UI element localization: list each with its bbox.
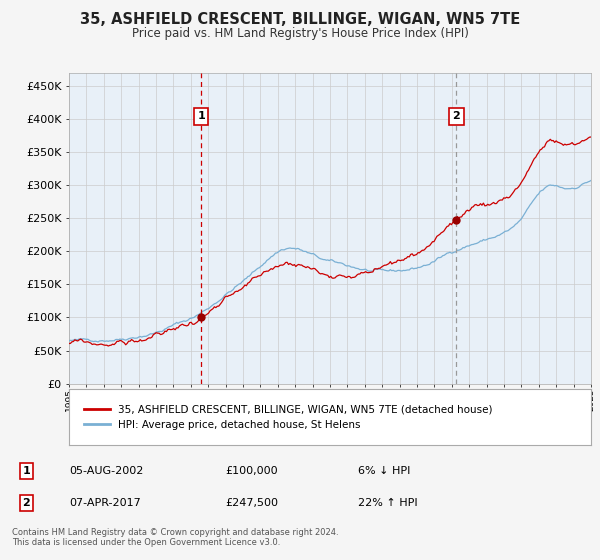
Text: 6% ↓ HPI: 6% ↓ HPI	[358, 466, 410, 476]
Text: 05-AUG-2002: 05-AUG-2002	[70, 466, 144, 476]
Text: 1: 1	[23, 466, 30, 476]
Text: 2: 2	[23, 498, 30, 508]
Text: Price paid vs. HM Land Registry's House Price Index (HPI): Price paid vs. HM Land Registry's House …	[131, 27, 469, 40]
Text: 07-APR-2017: 07-APR-2017	[70, 498, 142, 508]
Text: 22% ↑ HPI: 22% ↑ HPI	[358, 498, 417, 508]
Legend: 35, ASHFIELD CRESCENT, BILLINGE, WIGAN, WN5 7TE (detached house), HPI: Average p: 35, ASHFIELD CRESCENT, BILLINGE, WIGAN, …	[79, 400, 497, 434]
Text: £247,500: £247,500	[225, 498, 278, 508]
Text: £100,000: £100,000	[225, 466, 278, 476]
Text: 2: 2	[452, 111, 460, 122]
Text: Contains HM Land Registry data © Crown copyright and database right 2024.
This d: Contains HM Land Registry data © Crown c…	[12, 528, 338, 547]
Text: 35, ASHFIELD CRESCENT, BILLINGE, WIGAN, WN5 7TE: 35, ASHFIELD CRESCENT, BILLINGE, WIGAN, …	[80, 12, 520, 27]
Text: 1: 1	[197, 111, 205, 122]
